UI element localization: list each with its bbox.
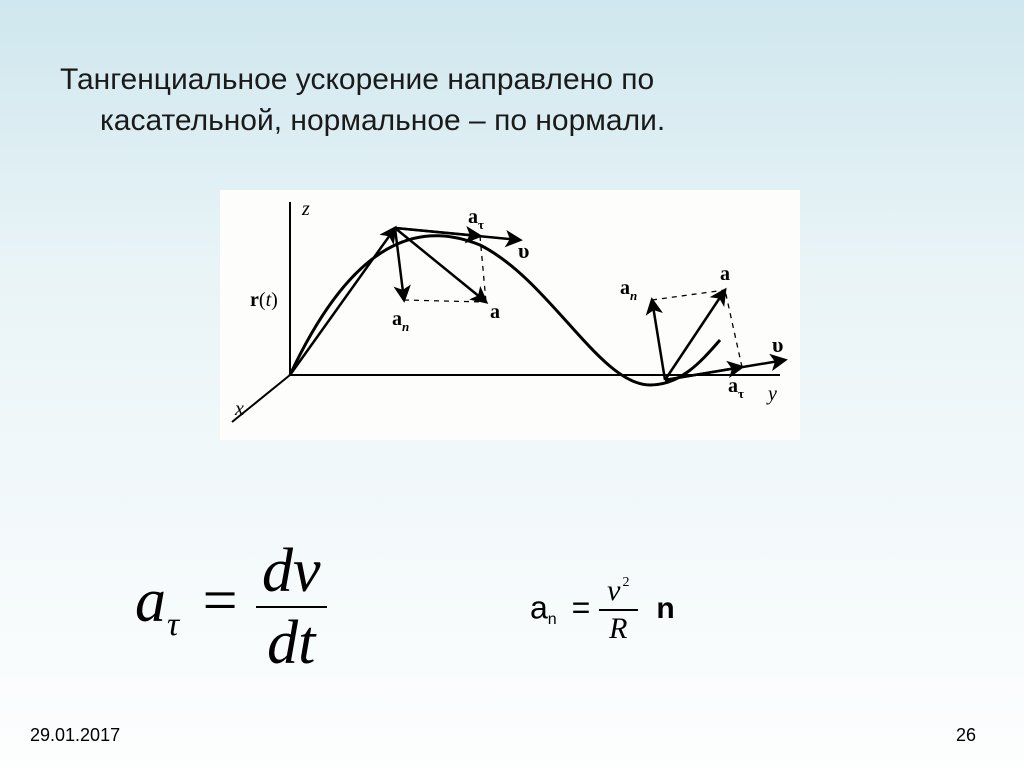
eq-an-sub: n xyxy=(548,611,563,628)
r-label: r(t) xyxy=(250,289,278,311)
eq-atau-frac: dv dt xyxy=(256,540,327,674)
eq-an-eq: = xyxy=(572,589,600,625)
slide-title: Тангенциальное ускорение направлено по к… xyxy=(60,60,964,141)
eq-an-num: v2 xyxy=(599,576,637,611)
r-vector xyxy=(290,228,395,375)
p2-dash1 xyxy=(652,290,725,300)
p1-atau-label: aτ xyxy=(468,206,484,232)
p2-a-label: a xyxy=(720,263,730,285)
eq-atau-sub: τ xyxy=(166,606,183,643)
y-label: y xyxy=(766,383,777,405)
normal-accel-equation: an = v2 R n xyxy=(530,576,675,644)
p2-v-label: υ xyxy=(772,332,783,357)
p1-an xyxy=(395,228,404,300)
p1-a-label: a xyxy=(490,301,500,323)
kinematics-diagram: z y x r(t) υ aτ an a xyxy=(220,190,800,440)
p2-dash2 xyxy=(725,290,742,367)
p1-dash2 xyxy=(404,300,486,302)
footer-date: 29.01.2017 xyxy=(30,725,120,746)
eq-an-den: R xyxy=(599,611,637,644)
z-label: z xyxy=(301,198,310,220)
eq-an-a: a xyxy=(530,589,548,625)
eq-an-frac: v2 R xyxy=(599,576,637,644)
footer-page: 26 xyxy=(956,725,976,746)
title-line1: Тангенциальное ускорение направлено по xyxy=(60,63,654,96)
p1-a xyxy=(395,228,486,302)
p1-an-label: an xyxy=(392,308,409,334)
diagram-svg: z y x r(t) υ aτ an a xyxy=(220,190,800,440)
p2-an-label: an xyxy=(620,277,637,303)
p2-atau-label: aτ xyxy=(728,375,744,401)
eq-atau-eq: = xyxy=(199,567,256,635)
title-line2: касательной, нормальное – по нормали. xyxy=(60,101,964,142)
eq-atau-num: dv xyxy=(256,540,327,608)
eq-atau-a: a xyxy=(135,567,166,635)
p1-v-label: υ xyxy=(518,238,529,263)
p2-an xyxy=(652,300,665,380)
eq-atau-den: dt xyxy=(256,608,327,674)
equations-block: aτ = dv dt an = v2 R n xyxy=(0,520,1024,690)
trajectory-curve xyxy=(290,236,720,385)
x-label: x xyxy=(234,398,244,420)
tangential-accel-equation: aτ = dv dt xyxy=(135,540,327,674)
eq-an-n: n xyxy=(646,592,674,625)
slide: Тангенциальное ускорение направлено по к… xyxy=(0,0,1024,768)
